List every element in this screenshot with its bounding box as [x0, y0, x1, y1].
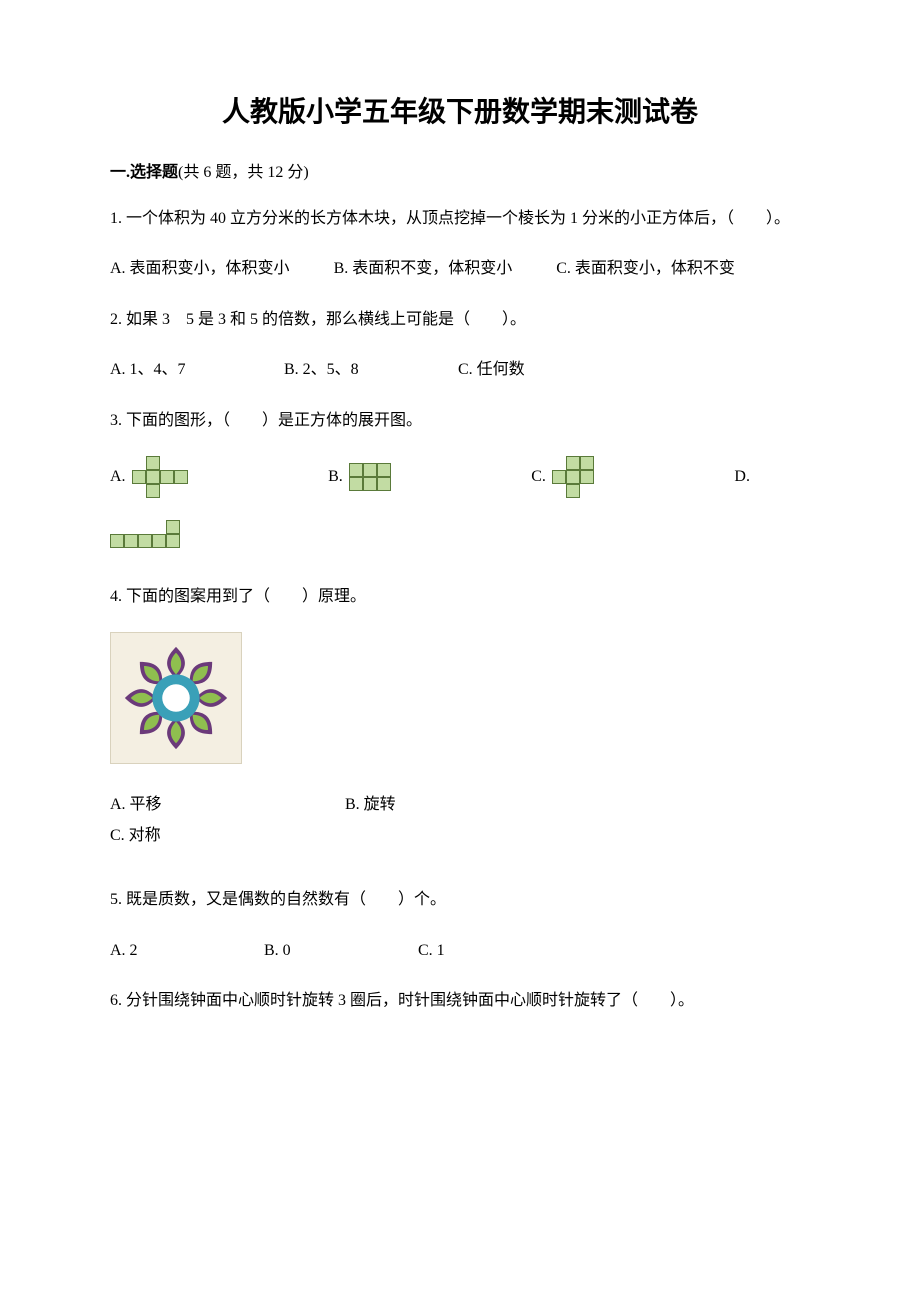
- q1-options: A. 表面积变小，体积变小 B. 表面积不变，体积变小 C. 表面积变小，体积不…: [110, 254, 810, 284]
- q3-net-d-icon: [110, 520, 180, 548]
- section-1-meta: (共 6 题，共 12 分): [178, 164, 309, 181]
- q4-opt-a: A. 平移: [110, 790, 341, 820]
- q4-opt-b: B. 旋转: [345, 790, 576, 820]
- q3-opt-d-label: D.: [734, 468, 750, 486]
- q5-text: 5. 既是质数，又是偶数的自然数有（ ）个。: [110, 885, 810, 915]
- q2-text: 2. 如果 3 5 是 3 和 5 的倍数，那么横线上可能是（ ）。: [110, 305, 810, 335]
- q3-net-c-icon: [552, 456, 594, 498]
- q5-opt-a: A. 2: [110, 936, 260, 966]
- q2-opt-c: C. 任何数: [458, 361, 525, 378]
- q3-figure-row: A. B. C.: [110, 456, 750, 498]
- q5-opt-c: C. 1: [418, 942, 445, 959]
- q2-opt-b: B. 2、5、8: [284, 355, 454, 385]
- q3-text: 3. 下面的图形，（ ）是正方体的展开图。: [110, 406, 810, 436]
- q5-opt-b: B. 0: [264, 936, 414, 966]
- section-1-heading: 一.选择题(共 6 题，共 12 分): [110, 158, 810, 182]
- q1-opt-a: A. 表面积变小，体积变小: [110, 260, 290, 277]
- q3-opt-c-label: C.: [531, 468, 546, 486]
- q2-options: A. 1、4、7 B. 2、5、8 C. 任何数: [110, 355, 810, 385]
- page-title: 人教版小学五年级下册数学期末测试卷: [110, 90, 810, 130]
- q1-opt-b: B. 表面积不变，体积变小: [334, 260, 513, 277]
- q3-net-a-icon: [132, 456, 188, 498]
- q2-opt-a: A. 1、4、7: [110, 355, 280, 385]
- q6-text: 6. 分针围绕钟面中心顺时针旋转 3 圈后，时针围绕钟面中心顺时针旋转了（ ）。: [110, 986, 810, 1016]
- q3-opt-a-label: A.: [110, 468, 126, 486]
- q4-opt-c: C. 对称: [110, 821, 341, 851]
- q3-net-b-icon: [349, 463, 391, 491]
- q4-text: 4. 下面的图案用到了（ ）原理。: [110, 582, 810, 612]
- q1-opt-c: C. 表面积变小，体积不变: [556, 260, 735, 277]
- q4-options: A. 平移 B. 旋转 C. 对称: [110, 790, 810, 851]
- q1-text: 1. 一个体积为 40 立方分米的长方体木块，从顶点挖掉一个棱长为 1 分米的小…: [110, 204, 810, 234]
- section-1-label: 一.选择题: [110, 164, 178, 181]
- q4-ornament-icon: [110, 632, 242, 764]
- q3-opt-b-label: B.: [328, 468, 343, 486]
- q5-options: A. 2 B. 0 C. 1: [110, 936, 810, 966]
